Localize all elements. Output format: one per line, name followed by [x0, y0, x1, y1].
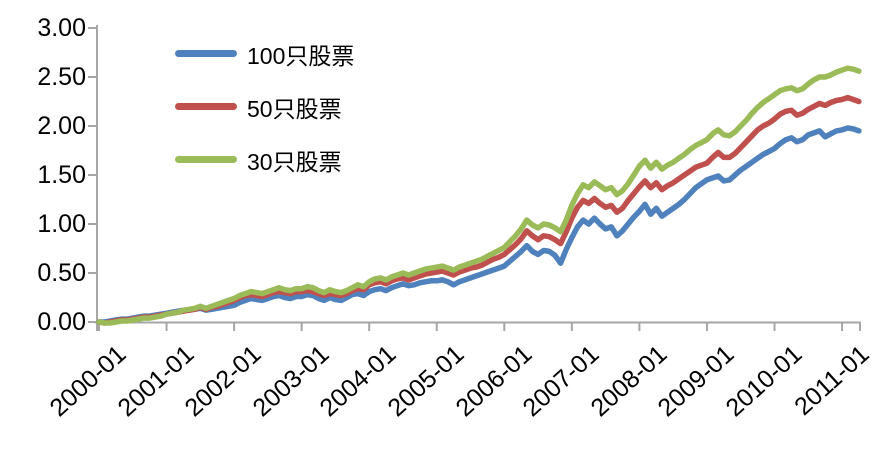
legend-label: 50只股票 — [247, 95, 342, 122]
legend-swatch-blue — [175, 50, 237, 57]
y-axis-tick-label: 0.50 — [37, 259, 86, 287]
legend-label: 100只股票 — [247, 42, 355, 69]
series-line-0 — [96, 125, 862, 325]
y-axis-tick-label: 2.00 — [37, 112, 86, 140]
y-axis-tick-label: 0.00 — [37, 308, 86, 336]
y-axis-tick-label: 1.50 — [37, 161, 86, 189]
legend-swatch-green — [175, 156, 237, 163]
legend-label: 30只股票 — [247, 148, 342, 175]
legend-item-50-stocks: 50只股票 — [175, 80, 354, 133]
legend-swatch-red — [175, 103, 237, 110]
y-axis-tick-label: 3.00 — [37, 14, 86, 42]
legend-item-100-stocks: 100只股票 — [175, 27, 354, 80]
series-line-2 — [96, 65, 862, 326]
legend: 100只股票 50只股票 30只股票 — [175, 27, 354, 186]
y-axis-tick-label: 2.50 — [37, 63, 86, 91]
y-axis-tick-label: 1.00 — [37, 210, 86, 238]
legend-item-30-stocks: 30只股票 — [175, 133, 354, 186]
